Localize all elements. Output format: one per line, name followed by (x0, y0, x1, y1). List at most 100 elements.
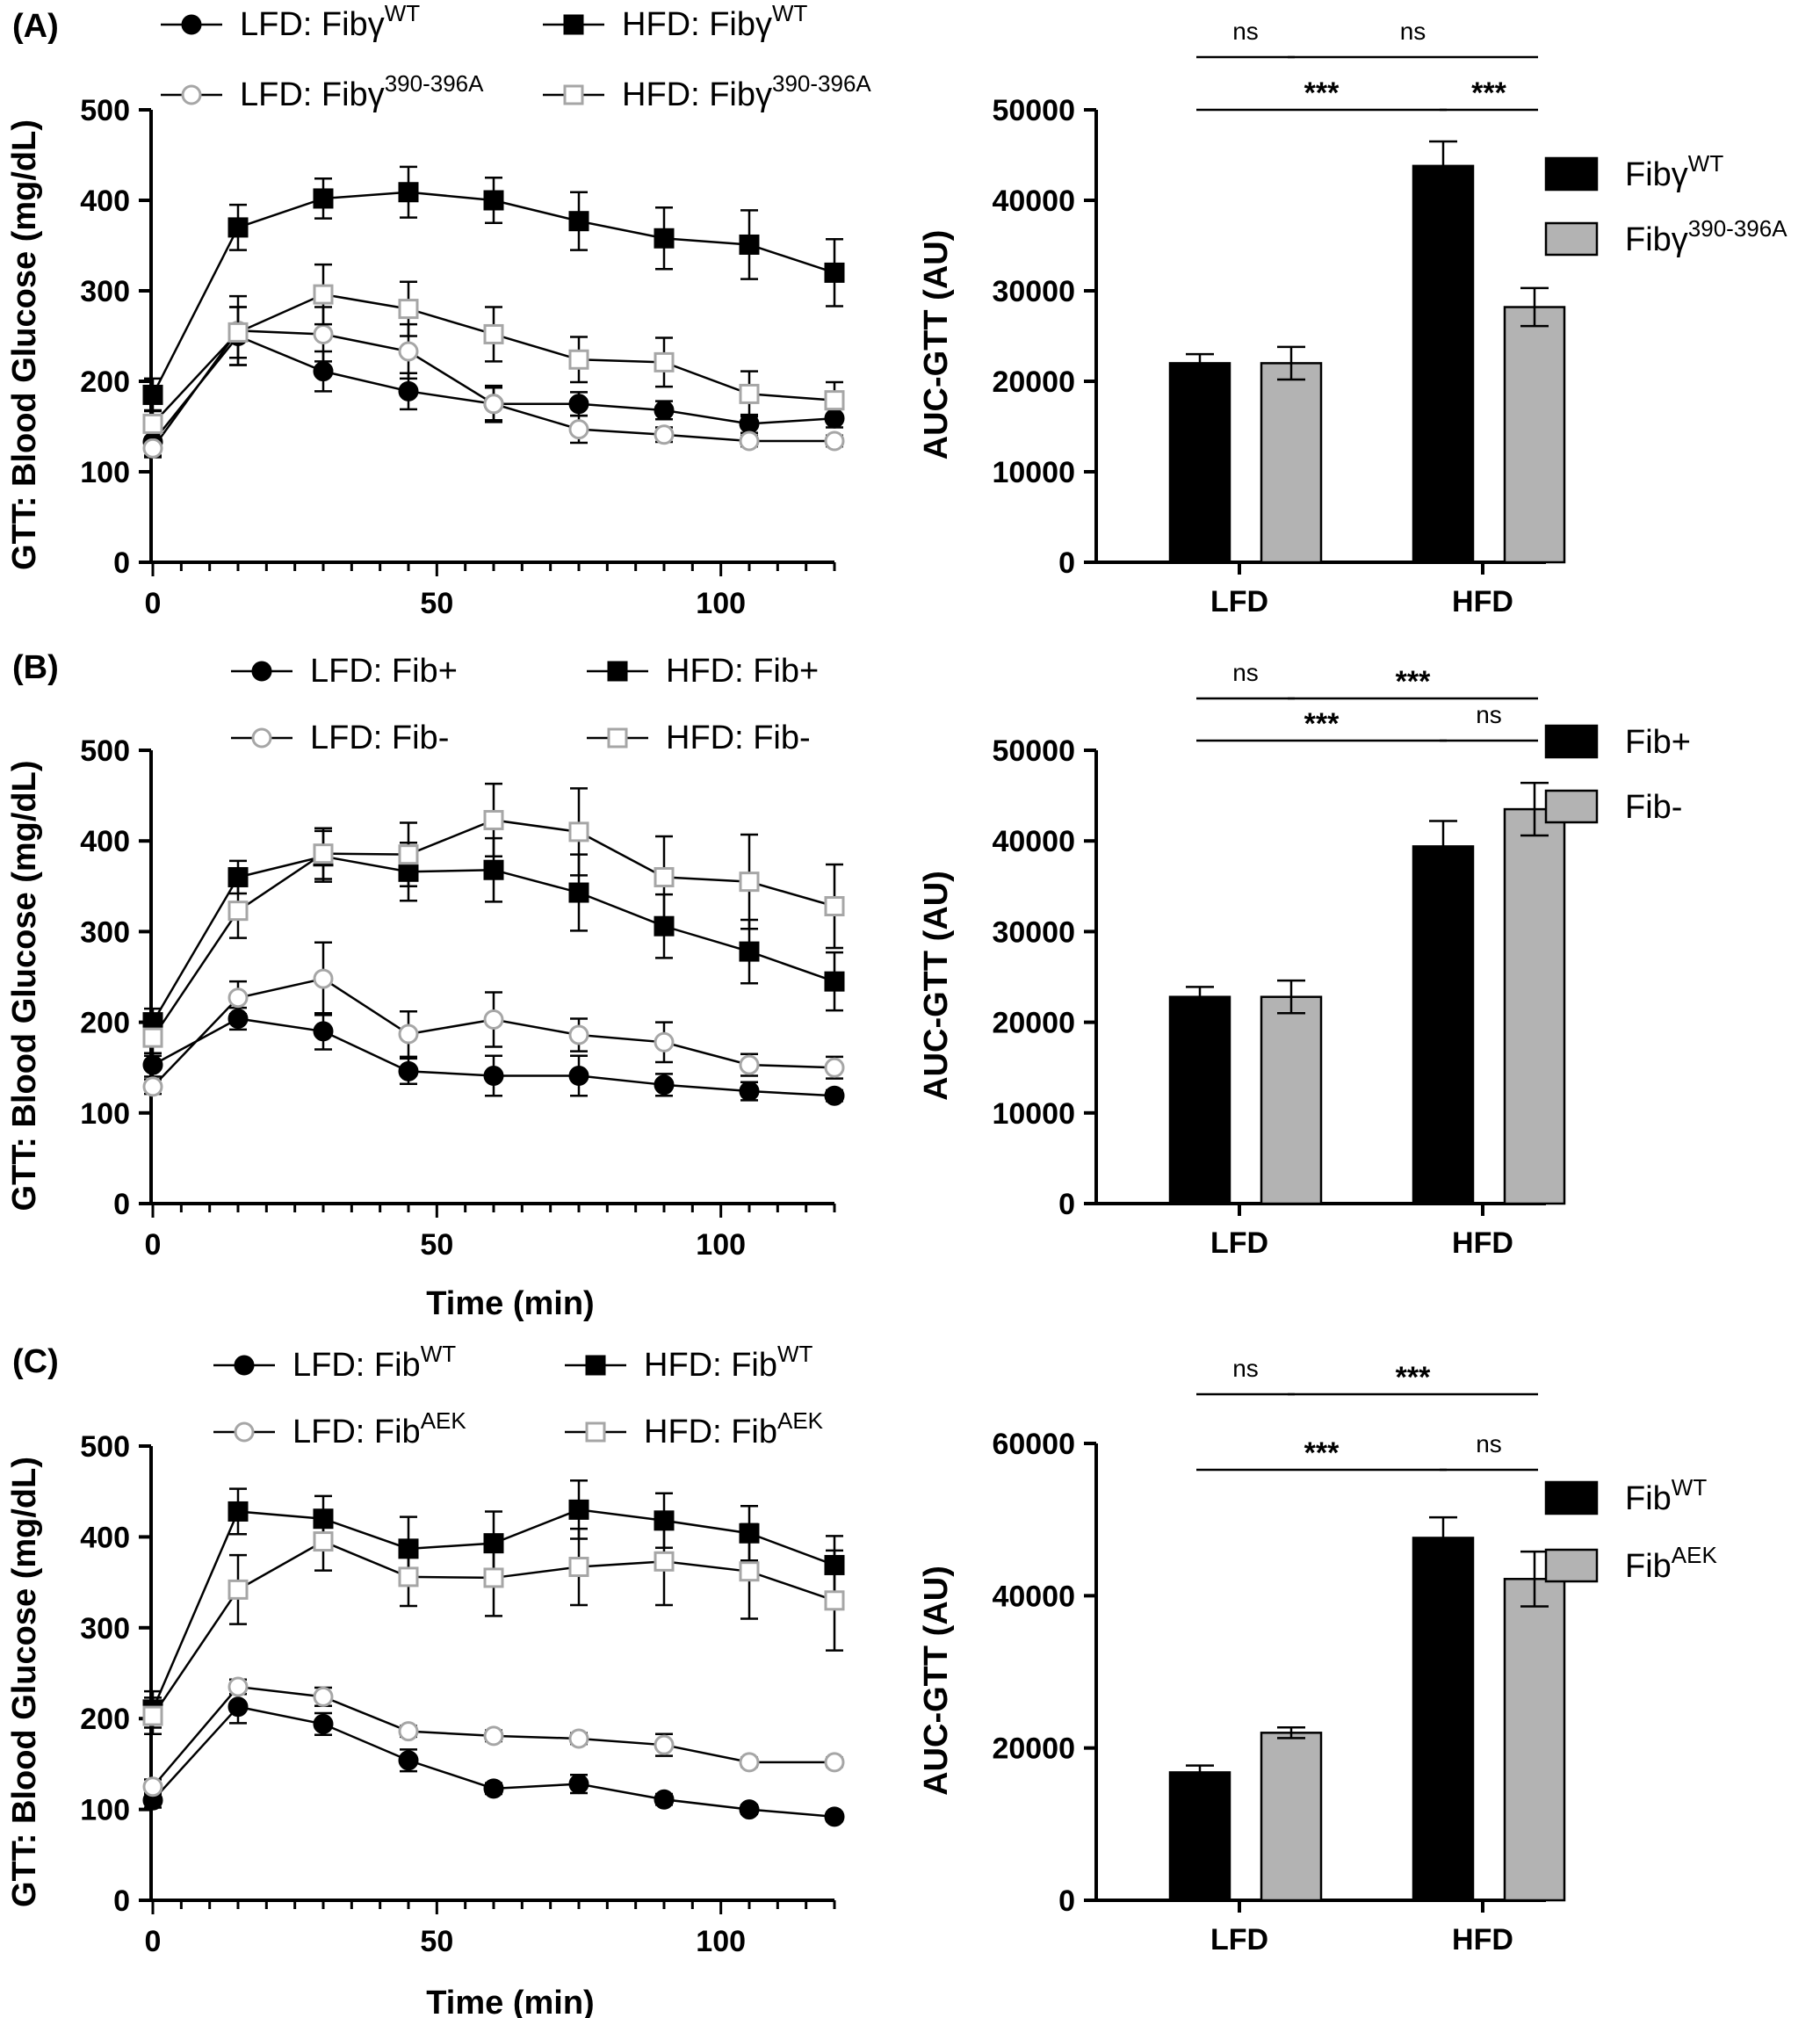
data-point (739, 941, 760, 962)
y-tick-label: 40000 (992, 184, 1075, 218)
bar (1503, 807, 1566, 1205)
data-point (568, 1557, 589, 1578)
y-tick-label: 500 (80, 94, 130, 127)
legend-marker (607, 661, 628, 682)
significance-label: *** (1304, 1436, 1340, 1470)
legend-label: FibγWT (1625, 150, 1723, 193)
y-tick-label: 30000 (992, 275, 1075, 308)
data-point (483, 809, 504, 830)
data-point (739, 1799, 760, 1820)
legend-label-sup: 390-396A (772, 70, 871, 97)
data-point (824, 1057, 845, 1078)
legend-label-base: HFD: Fibγ (622, 6, 772, 43)
data-point (824, 262, 845, 283)
legend-label-base: LFD: Fib (292, 1414, 421, 1450)
y-tick-label: 40000 (992, 1580, 1075, 1613)
legend-marker (585, 1421, 606, 1443)
y-tick-label: 0 (113, 1884, 130, 1918)
series-0 (142, 1006, 845, 1106)
legend-marker (234, 1355, 255, 1376)
data-point (228, 217, 249, 238)
legend-swatch (1544, 1548, 1599, 1583)
data-point (654, 1789, 675, 1810)
y-tick-label: 0 (113, 546, 130, 580)
y-tick-label: 0 (1058, 1884, 1075, 1918)
series-2 (142, 1676, 845, 1797)
data-point (398, 1023, 419, 1045)
significance-label: *** (1471, 76, 1506, 110)
data-point (142, 413, 163, 434)
legend-item-1: HFD: Fib+ (587, 653, 819, 690)
line-chart-4: (C) 0 100 200 300 400 500 0 50 100 GTT: Blood Gluc… (6, 1341, 845, 2018)
legend-label: Fib+ (1625, 724, 1691, 761)
legend-label-sup: WT (777, 1341, 813, 1367)
legend-label: LFD: FibAEK (292, 1407, 466, 1450)
bar-chart-5: 0 20000 40000 60000 AUC-GTT (AU) LFD HFD ns *** *… (918, 1355, 1717, 1957)
legend-item-2: LFD: Fib- (231, 720, 449, 756)
bar-chart-1: 0 10000 20000 30000 40000 50000 AUC-GTT (AU) LF… (918, 18, 1788, 618)
line-chart-2: (B) 0 100 200 300 400 500 0 50 100 GTT: Blood Gluc… (6, 649, 845, 1322)
category-label: LFD (1210, 585, 1268, 618)
data-point (313, 1021, 334, 1042)
legend-label-sup: AEK (1672, 1542, 1718, 1568)
x-axis-label: Time (min) (426, 1285, 594, 1322)
data-point (483, 394, 504, 415)
legend-label: HFD: FibWT (644, 1341, 813, 1384)
data-point (654, 866, 675, 887)
x-tick-label: 0 (145, 1925, 162, 1958)
y-tick-label: 500 (80, 1430, 130, 1464)
legend-item-2: LFD: FibAEK (213, 1407, 466, 1450)
legend-label-base: LFD: Fib (292, 1347, 421, 1384)
bar (1260, 995, 1323, 1205)
bar (1503, 306, 1566, 564)
data-point (654, 351, 675, 372)
series-3 (142, 782, 845, 1058)
data-point (483, 1065, 504, 1086)
x-tick-label: 0 (145, 587, 162, 620)
data-point (313, 323, 334, 344)
data-point (313, 284, 334, 305)
data-point (142, 384, 163, 405)
data-point (739, 430, 760, 452)
data-point (228, 1696, 249, 1718)
legend-item-0: LFD: FibγWT (161, 0, 420, 43)
data-point (654, 1551, 675, 1572)
y-tick-label: 40000 (992, 825, 1075, 858)
legend-label: HFD: Fib+ (666, 653, 819, 690)
data-point (568, 394, 589, 415)
legend-marker (563, 14, 584, 35)
y-axis-label: AUC-GTT (AU) (918, 871, 955, 1101)
y-tick-label: 100 (80, 1794, 130, 1827)
data-point (398, 1721, 419, 1742)
y-tick-label: 50000 (992, 94, 1075, 127)
y-tick-label: 200 (80, 1703, 130, 1736)
bar (1260, 362, 1323, 564)
series-line (152, 1705, 835, 1819)
data-point (824, 1085, 845, 1106)
legend-item-1: HFD: FibγWT (543, 0, 808, 43)
data-point (739, 383, 760, 404)
data-point (568, 1024, 589, 1045)
legend-item-1: FibAEK (1544, 1542, 1718, 1585)
series-2 (142, 941, 845, 1097)
data-point (398, 1060, 419, 1081)
legend-marker (181, 84, 202, 105)
y-tick-label: 400 (80, 1521, 130, 1554)
legend-item-3: HFD: Fibγ390-396A (543, 70, 871, 113)
data-point (568, 1728, 589, 1749)
legend-item-0: FibγWT (1544, 150, 1723, 193)
data-point (824, 1806, 845, 1827)
data-point (313, 1686, 334, 1707)
significance-label: *** (1304, 707, 1340, 741)
y-tick-label: 20000 (992, 1732, 1075, 1766)
legend-label-base: LFD: Fib- (310, 720, 449, 756)
legend-label: HFD: FibγWT (622, 0, 808, 43)
legend-label-base: HFD: Fib (644, 1414, 777, 1450)
data-point (142, 1027, 163, 1048)
legend-item-3: HFD: Fib- (587, 720, 811, 756)
legend-label-sup: 390-396A (1688, 215, 1788, 242)
legend-label-base: HFD: Fibγ (622, 76, 772, 113)
category-label: LFD (1210, 1923, 1268, 1957)
legend-swatch (1544, 221, 1599, 257)
bar (1412, 845, 1475, 1205)
